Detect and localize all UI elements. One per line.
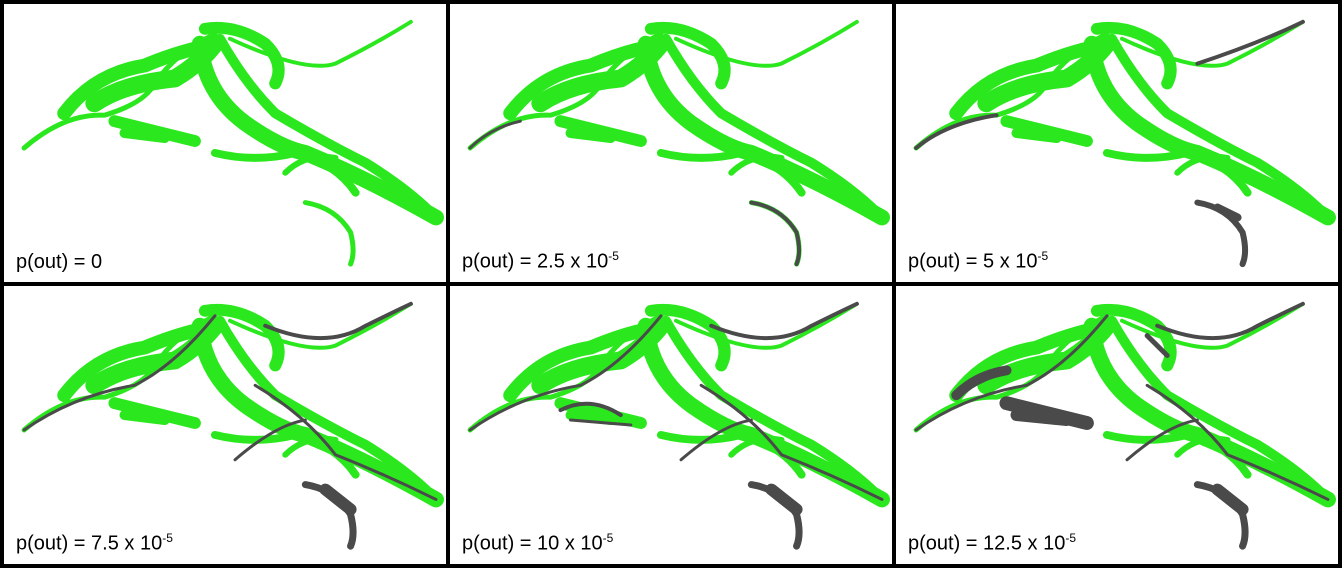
label-text: p(out) = 10 x 10 bbox=[462, 533, 603, 555]
panel-label: p(out) = 2.5 x 10-5 bbox=[462, 249, 619, 274]
label-exponent: -5 bbox=[1038, 249, 1049, 263]
label-exponent: -5 bbox=[1065, 531, 1076, 545]
panel-label: p(out) = 10 x 10-5 bbox=[462, 531, 613, 556]
label-exponent: -5 bbox=[608, 249, 619, 263]
panel: p(out) = 0 bbox=[4, 4, 446, 282]
tract-image bbox=[450, 286, 892, 564]
panel: p(out) = 10 x 10-5 bbox=[450, 286, 892, 564]
panel-label: p(out) = 12.5 x 10-5 bbox=[908, 531, 1076, 556]
panel-label: p(out) = 0 bbox=[16, 251, 102, 274]
tract-image bbox=[896, 4, 1338, 282]
label-text: p(out) = 2.5 x 10 bbox=[462, 251, 608, 273]
label-text: p(out) = 5 x 10 bbox=[908, 251, 1038, 273]
panel: p(out) = 5 x 10-5 bbox=[896, 4, 1338, 282]
label-exponent: -5 bbox=[162, 531, 173, 545]
label-text: p(out) = 12.5 x 10 bbox=[908, 533, 1065, 555]
tract-image bbox=[450, 4, 892, 282]
panel-label: p(out) = 7.5 x 10-5 bbox=[16, 531, 173, 556]
label-exponent: -5 bbox=[603, 531, 614, 545]
panel: p(out) = 2.5 x 10-5 bbox=[450, 4, 892, 282]
panel-label: p(out) = 5 x 10-5 bbox=[908, 249, 1048, 274]
label-text: p(out) = 7.5 x 10 bbox=[16, 533, 162, 555]
tract-image bbox=[896, 286, 1338, 564]
tract-image bbox=[4, 4, 446, 282]
panel: p(out) = 7.5 x 10-5 bbox=[4, 286, 446, 564]
figure: p(out) = 0 p(out) = 2.5 x 10-5 p(out) = … bbox=[0, 0, 1342, 568]
panel: p(out) = 12.5 x 10-5 bbox=[896, 286, 1338, 564]
tract-image bbox=[4, 286, 446, 564]
label-text: p(out) = 0 bbox=[16, 251, 102, 273]
